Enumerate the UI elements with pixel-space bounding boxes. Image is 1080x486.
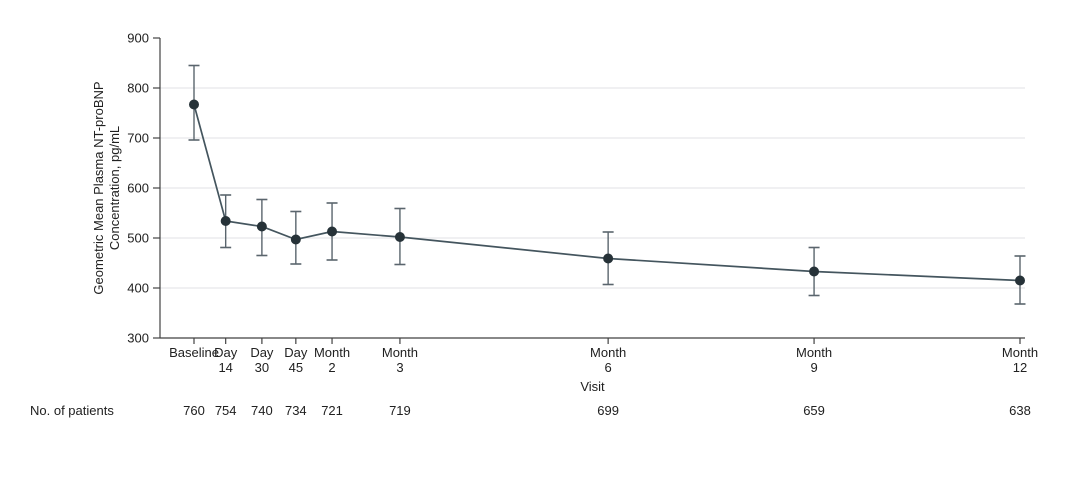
data-point-marker	[220, 216, 231, 226]
y-tick-label: 700	[127, 131, 149, 146]
patients-count: 721	[321, 403, 343, 418]
x-tick-label: Baseline	[169, 345, 219, 360]
data-point-marker	[809, 266, 820, 277]
y-tick-label: 800	[127, 81, 149, 96]
data-point-marker	[1015, 275, 1025, 286]
y-axis-title: Geometric Mean Plasma NT-proBNP	[91, 81, 106, 294]
x-tick-label: 2	[328, 360, 335, 375]
x-tick-label: Month	[1002, 345, 1038, 360]
x-tick-label: Day	[284, 345, 308, 360]
patients-count: 719	[389, 403, 411, 418]
y-tick-label: 600	[127, 181, 149, 196]
patients-count: 638	[1009, 403, 1031, 418]
patients-count: 760	[183, 403, 205, 418]
patients-count: 659	[803, 403, 825, 418]
y-tick-label: 500	[127, 231, 149, 246]
x-tick-label: Month	[314, 345, 350, 360]
y-axis-title: Concentration, pg/mL	[107, 126, 122, 250]
x-tick-label: 14	[218, 360, 232, 375]
y-tick-label: 900	[127, 31, 149, 46]
x-tick-label: 9	[810, 360, 817, 375]
patients-count: 754	[215, 403, 237, 418]
x-tick-label: Month	[382, 345, 418, 360]
x-tick-label: Day	[250, 345, 274, 360]
x-tick-label: 12	[1013, 360, 1027, 375]
x-tick-label: 45	[289, 360, 303, 375]
patients-count: 699	[597, 403, 619, 418]
data-point-marker	[327, 226, 338, 237]
data-point-marker	[256, 221, 267, 232]
x-axis-title: Visit	[580, 379, 605, 394]
y-tick-label: 300	[127, 331, 149, 346]
patients-count: 740	[251, 403, 273, 418]
x-tick-label: Month	[590, 345, 626, 360]
x-tick-label: Month	[796, 345, 832, 360]
data-point-marker	[189, 99, 199, 110]
data-point-marker	[394, 232, 405, 242]
data-point-marker	[290, 234, 301, 245]
data-point-marker	[603, 253, 614, 264]
patients-count: 734	[285, 403, 307, 418]
x-tick-label: 6	[605, 360, 612, 375]
patients-row-label: No. of patients	[30, 403, 114, 418]
x-tick-label: 30	[255, 360, 269, 375]
x-tick-label: Day	[214, 345, 238, 360]
y-tick-label: 400	[127, 281, 149, 296]
x-tick-label: 3	[396, 360, 403, 375]
